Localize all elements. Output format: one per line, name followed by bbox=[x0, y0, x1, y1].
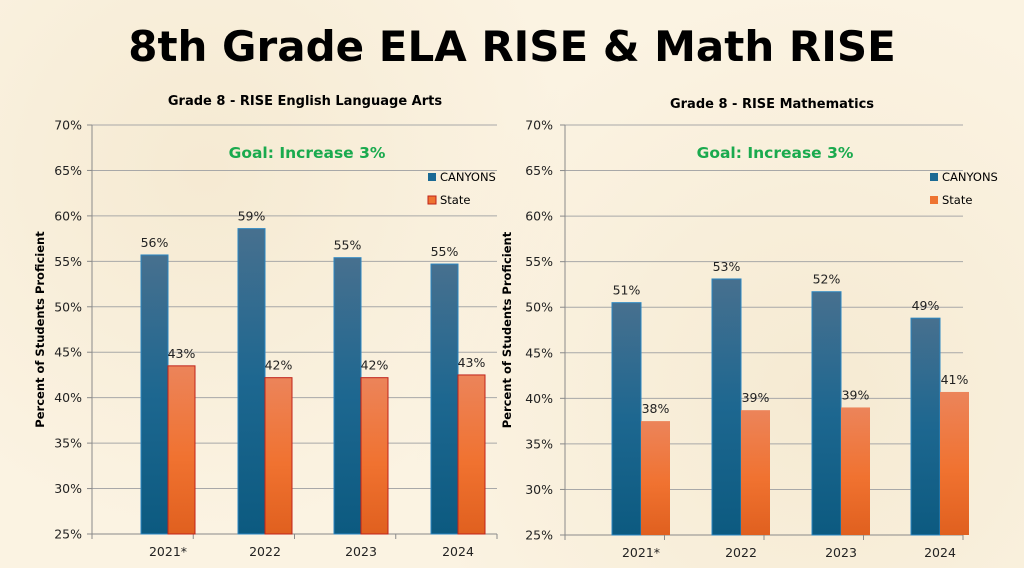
bar-canyons bbox=[811, 291, 842, 536]
data-label: 56% bbox=[141, 235, 169, 250]
bar-canyons bbox=[430, 263, 459, 535]
y-tick-label: 40% bbox=[525, 391, 553, 406]
y-tick-label: 70% bbox=[525, 118, 553, 133]
chart-title: Grade 8 - RISE English Language Arts bbox=[168, 94, 442, 109]
bar-state bbox=[167, 365, 196, 535]
bar-state bbox=[940, 391, 969, 535]
y-tick-label: 35% bbox=[525, 436, 553, 451]
data-label: 52% bbox=[813, 272, 841, 287]
y-tick-label: 50% bbox=[525, 300, 553, 315]
x-tick-label: 2024 bbox=[924, 545, 956, 560]
y-tick-label: 60% bbox=[54, 208, 82, 223]
y-tick-label: 30% bbox=[525, 482, 553, 497]
y-tick-label: 70% bbox=[54, 118, 82, 133]
y-tick-label: 30% bbox=[54, 481, 82, 496]
bar-state bbox=[264, 377, 293, 535]
x-tick-label: 2022 bbox=[725, 545, 757, 560]
bar-state bbox=[457, 374, 486, 535]
legend-swatch-state bbox=[930, 196, 938, 204]
y-tick-label: 50% bbox=[54, 299, 82, 314]
data-label: 41% bbox=[941, 372, 969, 387]
bar-state bbox=[841, 407, 870, 535]
y-tick-label: 65% bbox=[525, 163, 553, 178]
data-label: 38% bbox=[642, 401, 670, 416]
data-label: 43% bbox=[458, 355, 486, 370]
y-tick-label: 45% bbox=[525, 345, 553, 360]
y-tick-label: 25% bbox=[54, 527, 82, 542]
legend-label-state: State bbox=[942, 193, 972, 207]
x-tick-label: 2021* bbox=[622, 545, 660, 560]
goal-annotation: Goal: Increase 3% bbox=[697, 144, 854, 162]
bar-canyons bbox=[237, 228, 266, 535]
goal-annotation: Goal: Increase 3% bbox=[229, 144, 386, 162]
data-label: 43% bbox=[168, 346, 196, 361]
bar-canyons bbox=[611, 302, 642, 536]
chart-title: Grade 8 - RISE Mathematics bbox=[670, 97, 874, 112]
bar-state bbox=[360, 377, 389, 535]
bar-state bbox=[641, 421, 670, 535]
legend-label-canyons: CANYONS bbox=[440, 170, 496, 184]
y-tick-label: 40% bbox=[54, 390, 82, 405]
data-label: 49% bbox=[912, 298, 940, 313]
ela-chart-group: Grade 8 - RISE English Language Arts 25% 3… bbox=[33, 94, 498, 559]
legend-label-state: State bbox=[440, 193, 470, 207]
y-axis-label: Percent of Students Proficient bbox=[500, 231, 514, 428]
y-tick-label: 60% bbox=[525, 209, 553, 224]
legend-swatch-canyons bbox=[428, 173, 436, 181]
y-tick-label: 65% bbox=[54, 163, 82, 178]
data-label: 51% bbox=[613, 283, 641, 298]
y-tick-label: 55% bbox=[525, 254, 553, 269]
x-tick-label: 2024 bbox=[442, 544, 474, 559]
data-label: 53% bbox=[713, 259, 741, 274]
y-tick-label: 45% bbox=[54, 345, 82, 360]
bar-canyons bbox=[140, 254, 169, 535]
bar-canyons bbox=[910, 317, 941, 536]
data-label: 42% bbox=[265, 358, 293, 373]
x-tick-label: 2021* bbox=[149, 544, 187, 559]
page-title: 8th Grade ELA RISE & Math RISE bbox=[128, 22, 896, 71]
data-label: 55% bbox=[334, 238, 362, 253]
y-tick-label: 55% bbox=[54, 254, 82, 269]
math-chart-group: Grade 8 - RISE Mathematics 25% 30% 35% 40% 45… bbox=[500, 97, 998, 560]
y-tick-label: 35% bbox=[54, 436, 82, 451]
bar-canyons bbox=[711, 278, 742, 536]
data-label: 39% bbox=[742, 390, 770, 405]
data-label: 39% bbox=[842, 387, 870, 402]
y-axis-label: Percent of Students Proficient bbox=[33, 231, 47, 428]
y-tick-label: 25% bbox=[525, 528, 553, 543]
data-label: 55% bbox=[431, 244, 459, 259]
data-label: 42% bbox=[361, 358, 389, 373]
legend-label-canyons: CANYONS bbox=[942, 170, 998, 184]
data-label: 59% bbox=[238, 209, 266, 224]
bar-state bbox=[741, 410, 770, 535]
legend-swatch-state bbox=[427, 195, 437, 205]
x-tick-label: 2023 bbox=[825, 545, 857, 560]
bar-canyons bbox=[333, 257, 362, 535]
x-tick-label: 2023 bbox=[345, 544, 377, 559]
legend-swatch-canyons bbox=[930, 173, 938, 181]
x-tick-label: 2022 bbox=[249, 544, 281, 559]
